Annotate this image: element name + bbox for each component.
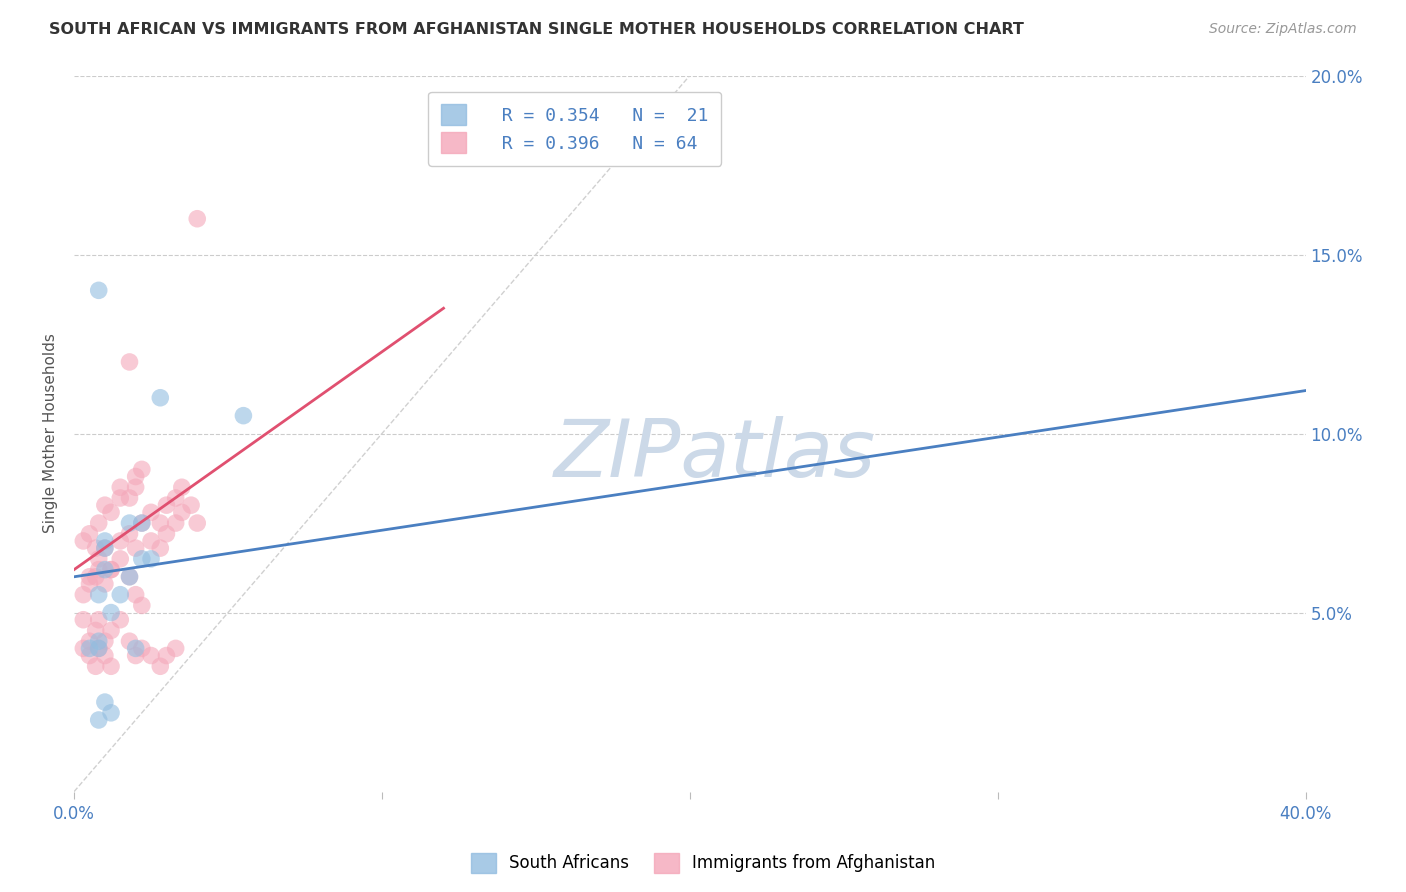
Point	[118, 570, 141, 584]
Point	[87, 713, 110, 727]
Point	[124, 480, 146, 494]
Point	[110, 613, 132, 627]
Point	[100, 563, 122, 577]
Point	[149, 541, 172, 555]
Y-axis label: Single Mother Households: Single Mother Households	[44, 334, 58, 533]
Point	[100, 505, 122, 519]
Point	[118, 355, 141, 369]
Point	[165, 491, 187, 505]
Point	[72, 641, 94, 656]
Point	[100, 659, 122, 673]
Point	[72, 588, 94, 602]
Point	[94, 695, 117, 709]
Point	[124, 469, 146, 483]
Point	[79, 634, 101, 648]
Point	[87, 588, 110, 602]
Point	[87, 641, 110, 656]
Point	[131, 516, 153, 530]
Point	[84, 570, 107, 584]
Point	[87, 634, 110, 648]
Point	[124, 648, 146, 663]
Legend: South Africans, Immigrants from Afghanistan: South Africans, Immigrants from Afghanis…	[464, 847, 942, 880]
Point	[100, 624, 122, 638]
Point	[155, 526, 177, 541]
Point	[79, 526, 101, 541]
Point	[131, 462, 153, 476]
Point	[72, 613, 94, 627]
Point	[124, 541, 146, 555]
Text: SOUTH AFRICAN VS IMMIGRANTS FROM AFGHANISTAN SINGLE MOTHER HOUSEHOLDS CORRELATIO: SOUTH AFRICAN VS IMMIGRANTS FROM AFGHANI…	[49, 22, 1024, 37]
Point	[118, 570, 141, 584]
Point	[149, 516, 172, 530]
Point	[79, 570, 101, 584]
Point	[131, 599, 153, 613]
Point	[94, 541, 117, 555]
Point	[94, 498, 117, 512]
Text: ZIPatlas: ZIPatlas	[554, 416, 876, 494]
Point	[155, 648, 177, 663]
Point	[72, 533, 94, 548]
Point	[84, 624, 107, 638]
Point	[232, 409, 254, 423]
Point	[170, 480, 193, 494]
Point	[180, 498, 202, 512]
Point	[131, 552, 153, 566]
Point	[118, 516, 141, 530]
Legend:   R = 0.354   N =  21,   R = 0.396   N = 64: R = 0.354 N = 21, R = 0.396 N = 64	[427, 92, 721, 166]
Point	[139, 648, 162, 663]
Point	[84, 659, 107, 673]
Point	[87, 563, 110, 577]
Point	[110, 491, 132, 505]
Point	[100, 706, 122, 720]
Point	[87, 613, 110, 627]
Point	[94, 634, 117, 648]
Point	[186, 516, 208, 530]
Point	[87, 283, 110, 297]
Point	[110, 552, 132, 566]
Point	[87, 516, 110, 530]
Point	[118, 526, 141, 541]
Point	[87, 641, 110, 656]
Point	[139, 533, 162, 548]
Point	[100, 563, 122, 577]
Point	[170, 505, 193, 519]
Point	[186, 211, 208, 226]
Point	[155, 498, 177, 512]
Point	[79, 577, 101, 591]
Point	[94, 648, 117, 663]
Text: Source: ZipAtlas.com: Source: ZipAtlas.com	[1209, 22, 1357, 37]
Point	[131, 641, 153, 656]
Point	[110, 480, 132, 494]
Point	[100, 606, 122, 620]
Point	[124, 588, 146, 602]
Point	[118, 491, 141, 505]
Point	[124, 641, 146, 656]
Point	[94, 541, 117, 555]
Point	[94, 563, 117, 577]
Point	[149, 391, 172, 405]
Point	[139, 505, 162, 519]
Point	[110, 588, 132, 602]
Point	[110, 533, 132, 548]
Point	[79, 648, 101, 663]
Point	[165, 516, 187, 530]
Point	[165, 641, 187, 656]
Point	[94, 533, 117, 548]
Point	[94, 577, 117, 591]
Point	[149, 659, 172, 673]
Point	[87, 552, 110, 566]
Point	[79, 641, 101, 656]
Point	[118, 634, 141, 648]
Point	[131, 516, 153, 530]
Point	[139, 552, 162, 566]
Point	[84, 541, 107, 555]
